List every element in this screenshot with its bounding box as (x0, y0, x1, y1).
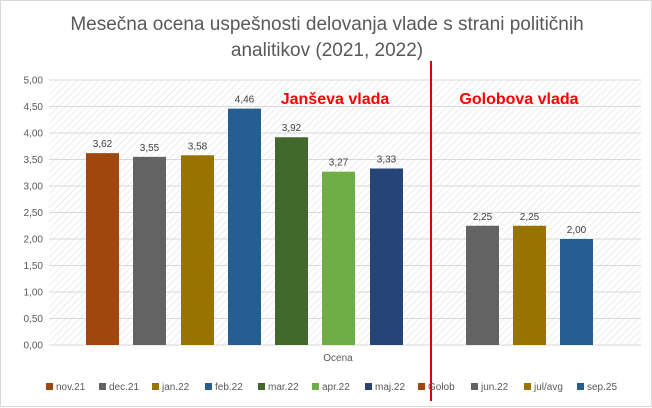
legend-swatch (577, 383, 584, 390)
y-tick-label: 0,50 (24, 314, 44, 325)
legend-swatch (152, 383, 159, 390)
bar-apr-22 (322, 171, 355, 345)
bar-jul-avg (513, 225, 546, 345)
y-tick-label: 4,50 (24, 102, 44, 113)
legend-swatch (471, 383, 478, 390)
data-label: 4,46 (235, 95, 255, 106)
legend-swatch (258, 383, 265, 390)
y-tick-label: 1,50 (24, 261, 44, 272)
data-label: 3,62 (93, 139, 113, 150)
legend-swatch (99, 383, 106, 390)
legend-label: jun.22 (480, 382, 509, 393)
data-label: 2,25 (473, 212, 493, 223)
legend-label: sep.25 (587, 382, 617, 393)
bar-jan-22 (181, 155, 214, 345)
legend-swatch (312, 383, 319, 390)
legend-label: apr.22 (322, 382, 350, 393)
data-label: 3,27 (329, 158, 349, 169)
bar-jun-22 (466, 225, 499, 345)
y-tick-label: 3,00 (24, 182, 44, 193)
y-tick-label: 5,00 (24, 76, 44, 87)
data-label: 2,00 (567, 225, 587, 236)
legend-swatch (365, 383, 372, 390)
legend-label: dec.21 (109, 382, 139, 393)
legend-label: jul/avg (533, 382, 563, 393)
data-label: 3,55 (140, 143, 160, 154)
y-tick-label: 0,00 (24, 341, 44, 352)
bar-sep-25 (560, 239, 593, 345)
legend-swatch (524, 383, 531, 390)
annotation-golob-government: Golobova vlada (459, 91, 578, 108)
y-tick-label: 1,00 (24, 288, 44, 299)
data-label: 3,92 (282, 123, 302, 134)
data-label: 2,25 (520, 212, 540, 223)
data-label: 3,58 (188, 141, 208, 152)
legend-swatch (46, 383, 53, 390)
y-tick-label: 4,00 (24, 129, 44, 140)
chart-title-line-1: Mesečna ocena uspešnosti delovanja vlade… (70, 14, 584, 35)
bar-feb-22 (228, 108, 261, 346)
y-tick-label: 3,50 (24, 155, 44, 166)
data-label: 3,33 (377, 155, 397, 166)
legend-label: feb.22 (215, 382, 243, 393)
legend-label: nov.21 (56, 382, 86, 393)
legend-label: mar.22 (268, 382, 299, 393)
legend-swatch (418, 383, 425, 390)
y-tick-label: 2,50 (24, 208, 44, 219)
legend-label: maj.22 (375, 382, 405, 393)
bar-nov-21 (86, 153, 119, 345)
legend-label: jan.22 (161, 382, 190, 393)
chart-title-line-2: analitikov (2021, 2022) (230, 40, 424, 61)
annotation-jansa-government: Janševa vlada (281, 91, 390, 108)
legend-label: Golob (428, 382, 455, 393)
bar-mar-22 (275, 137, 308, 345)
bar-maj-22 (370, 168, 403, 345)
bar-dec-21 (133, 156, 166, 345)
y-tick-label: 2,00 (24, 235, 44, 246)
legend-swatch (205, 383, 212, 390)
x-axis-label: Ocena (323, 353, 353, 364)
